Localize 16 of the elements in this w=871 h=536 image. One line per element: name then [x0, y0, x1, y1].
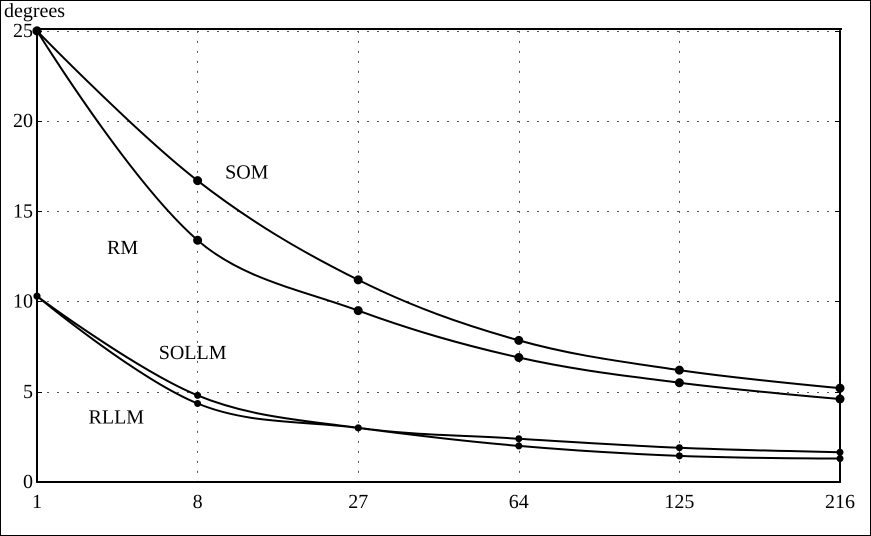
y-axis-title: degrees — [4, 0, 66, 22]
x-tick-label: 64 — [508, 491, 529, 513]
text: RM — [106, 237, 138, 260]
x-tick-label: 8 — [192, 491, 203, 513]
y-tick-label: 5 — [23, 380, 33, 403]
x-tick-label: 27 — [348, 491, 368, 513]
series-label: RLLM — [88, 406, 144, 429]
y-tick-label: 0 — [23, 471, 33, 493]
series-label: SOLLM — [158, 342, 227, 364]
y-tick-label: 15 — [13, 200, 33, 222]
x-tick-label: 125 — [664, 491, 694, 513]
x-tick-label: 1 — [32, 491, 42, 513]
x-tick-label: 216 — [825, 491, 855, 513]
series-label: SOM — [225, 162, 269, 184]
y-tick-label: 20 — [13, 110, 33, 132]
y-tick-label: 10 — [13, 290, 33, 313]
